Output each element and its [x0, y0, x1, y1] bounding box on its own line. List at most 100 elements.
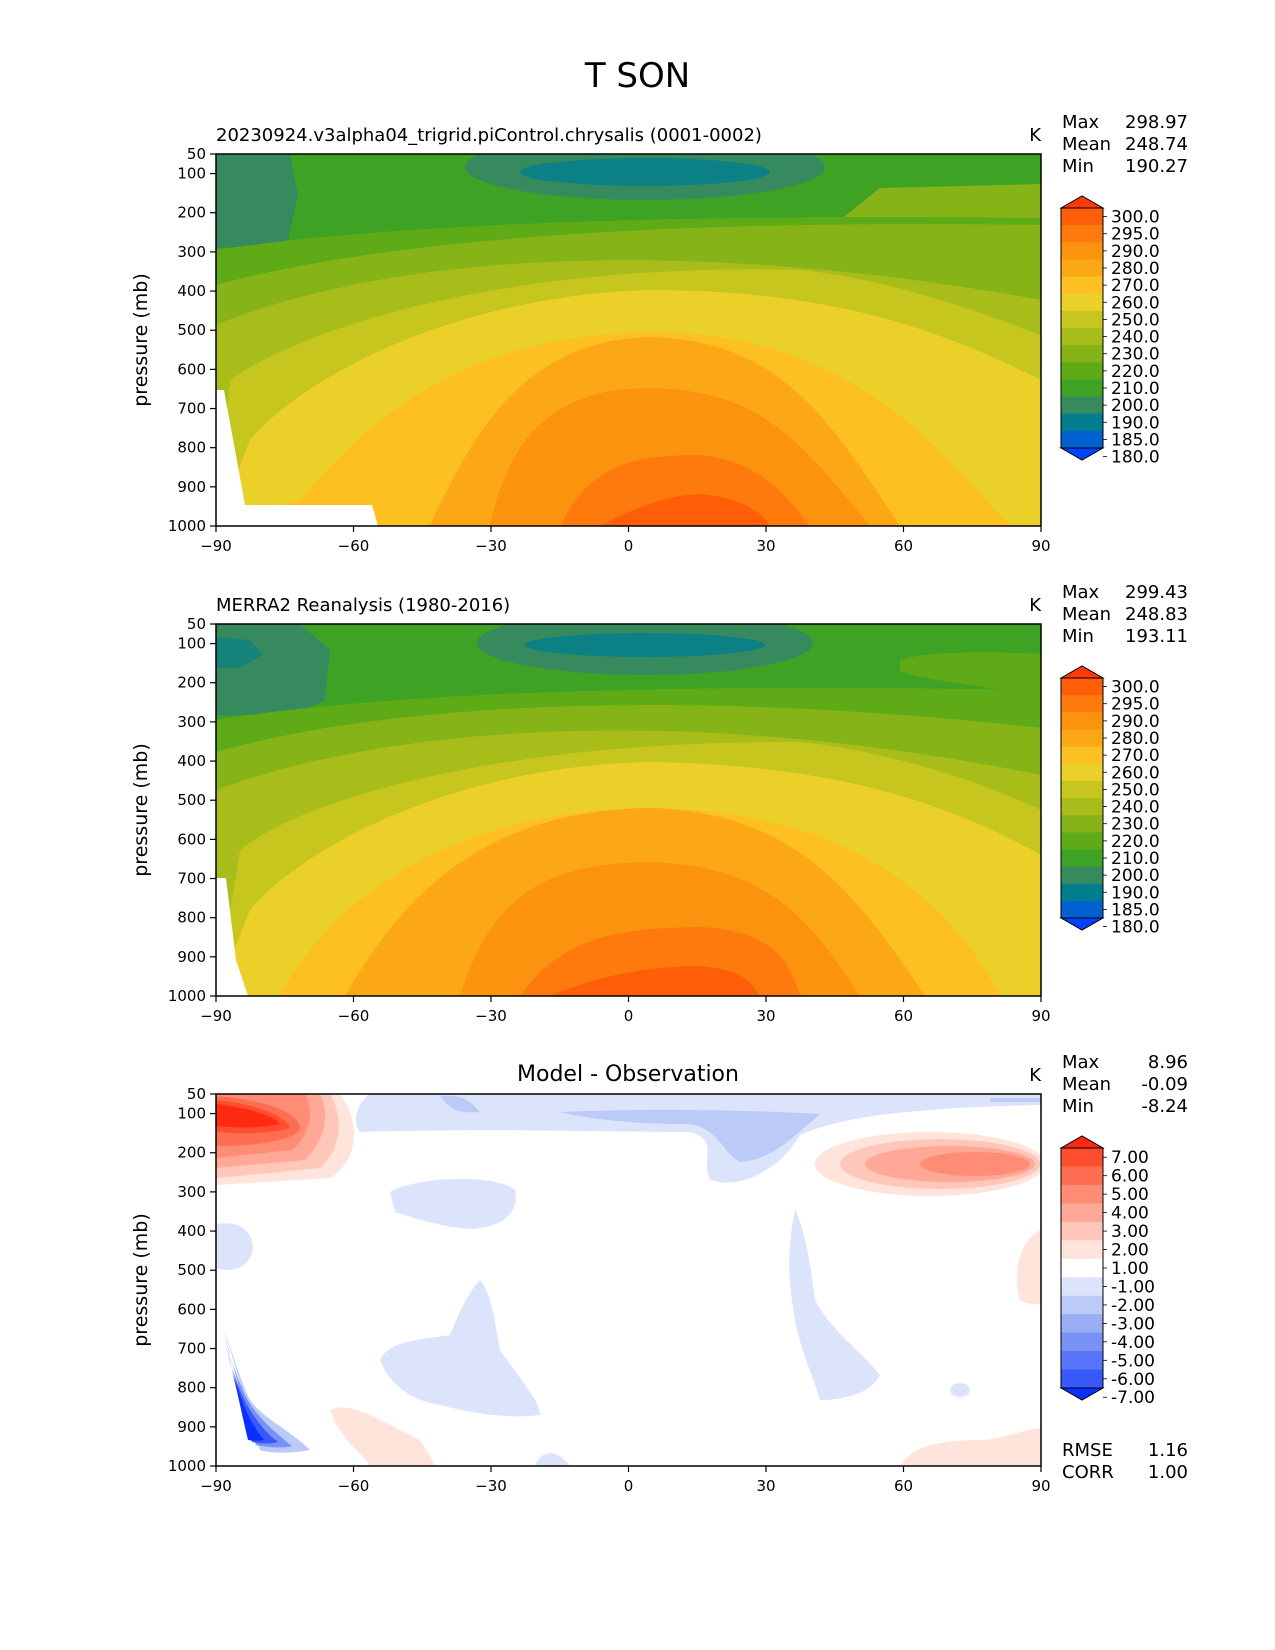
colorbar-swatch — [1061, 276, 1103, 295]
x-tick-label: −90 — [200, 537, 232, 555]
x-tick-label: −60 — [338, 537, 370, 555]
colorbar-swatch — [1061, 413, 1103, 432]
colorbar-label: -7.00 — [1111, 1388, 1155, 1408]
colorbar-label: -6.00 — [1111, 1370, 1155, 1390]
contour-field — [216, 624, 1041, 996]
y-tick-label: 100 — [177, 635, 206, 653]
y-tick-label: 50 — [187, 145, 206, 163]
stat-label: Min — [1062, 1096, 1094, 1117]
colorbar-label: 190.0 — [1111, 883, 1160, 903]
colorbar-swatch — [1061, 1277, 1103, 1297]
x-tick-label: −60 — [338, 1477, 370, 1495]
colorbar-swatch — [1061, 746, 1103, 765]
stat-value: -8.24 — [1141, 1096, 1188, 1117]
y-tick-label: 700 — [177, 400, 206, 418]
colorbar-label: 270.0 — [1111, 746, 1160, 766]
x-tick-label: −90 — [200, 1007, 232, 1025]
colorbar-swatch — [1061, 225, 1103, 243]
y-tick-label: 1000 — [168, 987, 206, 1005]
colorbar-label: 280.0 — [1111, 259, 1160, 279]
stat-label: Mean — [1062, 134, 1111, 155]
x-tick-label: 90 — [1031, 1007, 1050, 1025]
colorbar-label: 5.00 — [1111, 1185, 1149, 1205]
contour-np-green — [830, 154, 1041, 226]
x-tick-label: −30 — [475, 1007, 507, 1025]
colorbar-swatch — [1061, 849, 1103, 868]
colorbar-swatch — [1061, 729, 1103, 748]
missing-region — [216, 390, 378, 526]
contour-np-lightgreen — [830, 184, 1041, 228]
colorbar-label: 240.0 — [1111, 798, 1160, 818]
y-axis-label: pressure (mb) — [130, 1213, 152, 1347]
stat-value: 1.00 — [1148, 1462, 1188, 1483]
anomaly-mid-cool-5 — [950, 1383, 970, 1397]
colorbar: 7.006.005.004.003.002.001.00-1.00-2.00-3… — [1059, 1135, 1155, 1408]
colorbar-label: -2.00 — [1111, 1296, 1155, 1316]
panel-subtitle: 20230924.v3alpha04_trigrid.piControl.chr… — [216, 125, 762, 146]
contour-upper-coldest — [525, 633, 765, 657]
colorbar-extend-min — [1059, 1387, 1105, 1401]
colorbar-swatch — [1061, 1240, 1103, 1260]
colorbar-label: -5.00 — [1111, 1351, 1155, 1371]
x-tick-label: −30 — [475, 537, 507, 555]
colorbar-swatch — [1061, 883, 1103, 902]
y-tick-label: 600 — [177, 830, 206, 848]
colorbar-swatch — [1061, 1148, 1103, 1167]
anomaly-mid-cool-4 — [789, 1210, 880, 1400]
x-tick-label: 0 — [624, 1477, 634, 1495]
colorbar-swatch — [1061, 866, 1103, 885]
y-ticks: 50 100 200 300 400 500 600 700 800 900 1000 — [168, 615, 216, 1005]
colorbar-swatch — [1061, 310, 1103, 329]
y-tick-label: 300 — [177, 1183, 206, 1201]
colorbar-frame — [1060, 207, 1104, 449]
y-tick-label: 900 — [177, 948, 206, 966]
stat-value: 248.83 — [1125, 604, 1188, 625]
y-tick-label: 900 — [177, 1418, 206, 1436]
colorbar-label: 220.0 — [1111, 832, 1160, 852]
contour-band-295 — [600, 494, 770, 526]
y-ticks: 50 100 200 300 400 500 600 700 800 900 1000 — [168, 1085, 216, 1475]
x-ticks: −90 −60 −30 0 30 60 90 — [200, 526, 1051, 555]
colorbar-label: -3.00 — [1111, 1314, 1155, 1334]
x-tick-label: 60 — [894, 1477, 913, 1495]
contour-field — [216, 154, 1041, 526]
stats-box: Max 299.43 Mean 248.83 Min 193.11 — [1062, 582, 1188, 647]
colorbar-label: 290.0 — [1111, 242, 1160, 262]
y-tick-label: 200 — [177, 1144, 206, 1162]
y-ticks: 50 100 200 300 400 500 600 700 800 900 1000 — [168, 145, 216, 535]
colorbar-swatch — [1061, 1295, 1103, 1315]
rmse-corr-box: RMSE 1.16 CORR 1.00 — [1062, 1440, 1188, 1483]
colorbar-swatch — [1061, 1314, 1103, 1334]
contour-band-295 — [550, 966, 760, 996]
x-ticks: −90 −60 −30 0 30 60 90 — [200, 1466, 1051, 1495]
y-tick-label: 400 — [177, 752, 206, 770]
contour-np-lightgreen — [900, 652, 1041, 695]
colorbar-swatch — [1061, 832, 1103, 850]
colorbar-swatch — [1061, 328, 1103, 346]
y-tick-label: 400 — [177, 1222, 206, 1240]
x-tick-label: 90 — [1031, 1477, 1050, 1495]
y-tick-label: 600 — [177, 360, 206, 378]
anomaly-surface-warm-1 — [330, 1407, 435, 1466]
missing-region — [216, 878, 248, 996]
stat-label: Max — [1062, 582, 1100, 603]
colorbar-label: 250.0 — [1111, 780, 1160, 800]
contour-field — [216, 1094, 1041, 1466]
panel-diff: Model - Observation K — [130, 1052, 1188, 1495]
contour-sp-cold — [216, 624, 330, 716]
colorbar-swatch — [1061, 208, 1103, 226]
y-tick-label: 50 — [187, 1085, 206, 1103]
y-tick-label: 400 — [177, 282, 206, 300]
panel-subtitle: MERRA2 Reanalysis (1980-2016) — [216, 595, 510, 616]
colorbar-label: -1.00 — [1111, 1277, 1155, 1297]
x-tick-label: 30 — [756, 1007, 775, 1025]
anomaly-surface-cool — [535, 1453, 570, 1466]
y-tick-label: 700 — [177, 1340, 206, 1358]
colorbar-swatch — [1061, 1369, 1103, 1389]
colorbar-label: 210.0 — [1111, 379, 1160, 399]
colorbar-swatch — [1061, 780, 1103, 799]
colorbar-swatch — [1061, 242, 1103, 260]
colorbar-extend-max — [1059, 195, 1105, 209]
stat-label: Mean — [1062, 1074, 1111, 1095]
stat-value: 193.11 — [1125, 626, 1188, 647]
